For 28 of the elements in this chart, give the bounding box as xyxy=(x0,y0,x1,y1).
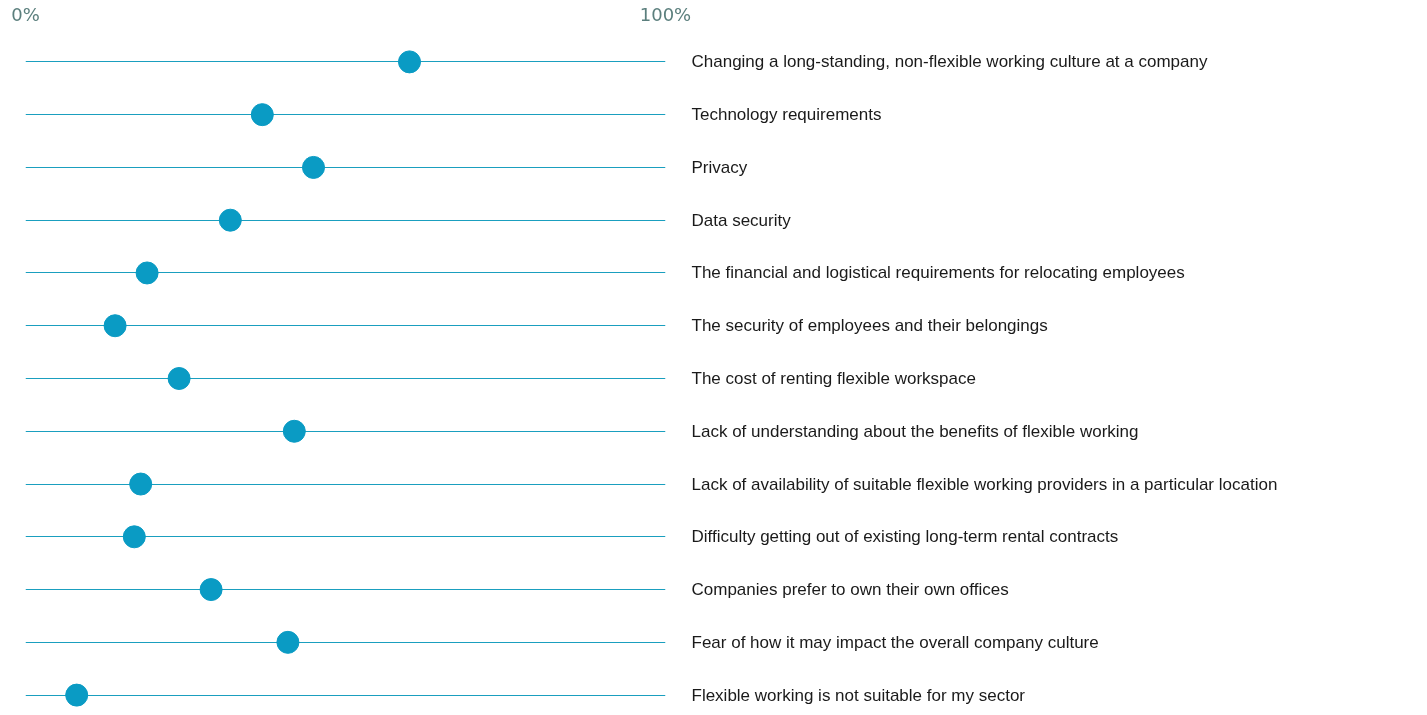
point xyxy=(122,525,146,549)
y-tick-label: Technology requirements xyxy=(691,105,882,125)
point xyxy=(103,314,127,338)
x-tick-label: 0% xyxy=(11,3,40,25)
point xyxy=(199,578,223,602)
point xyxy=(282,419,306,443)
y-tick-label: Lack of availability of suitable flexible working providers in a particular location xyxy=(691,474,1278,494)
y-tick-label: Companies prefer to own their own offices xyxy=(691,580,1009,600)
point xyxy=(250,103,274,127)
y-tick-label: Data security xyxy=(691,210,792,230)
point xyxy=(167,367,191,390)
y-tick-label: Changing a long-standing, non-flexible working culture at a company xyxy=(691,52,1208,72)
y-tick-label: The security of employees and their belongings xyxy=(691,316,1048,336)
point xyxy=(398,50,421,74)
point xyxy=(129,472,153,496)
y-tick-label: Lack of understanding about the benefits of flexible working xyxy=(691,421,1139,441)
point xyxy=(218,208,242,232)
y-tick-label: The financial and logistical requirements for relocating employees xyxy=(691,263,1185,283)
point xyxy=(135,261,159,285)
x-tick-label: 100% xyxy=(639,3,692,25)
y-tick-label: Privacy xyxy=(691,157,748,177)
y-tick-label: Fear of how it may impact the overall company culture xyxy=(691,632,1099,652)
y-tick-label: Flexible working is not suitable for my sector xyxy=(691,685,1026,705)
y-tick-label: The cost of renting flexible workspace xyxy=(691,369,976,388)
point xyxy=(302,155,325,179)
point xyxy=(65,683,89,707)
y-tick-label: Difficulty getting out of existing long-term rental contracts xyxy=(691,527,1119,547)
point xyxy=(276,630,300,654)
